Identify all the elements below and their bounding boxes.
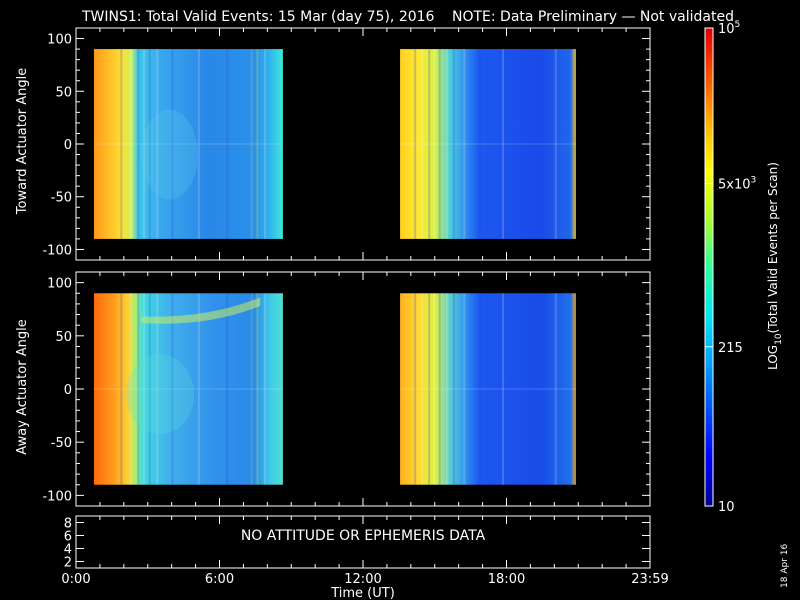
preliminary-note: NOTE: Data Preliminary — Not validated [452,9,734,25]
x-tick-label: 6:00 [205,572,234,587]
colorbar-tick-label: 10 [718,500,735,515]
y-tick-label: 8 [64,517,72,532]
y-tick-label: -50 [51,191,72,206]
colorbar-label: LOG10(Total Valid Events per Scan) [766,162,784,370]
heatmap-block [400,293,576,485]
y-tick-label: 0 [64,138,72,153]
x-tick-label: 23:59 [631,572,668,587]
heatmap-block [400,49,576,239]
date-stamp: 18 Apr 16 [780,544,790,588]
colorbar-tick-label: 215 [718,341,743,356]
heatmap-block [93,49,283,239]
colorbar-ticks: 105 5x103 215 10 [705,20,756,515]
no-data-message: NO ATTITUDE OR EPHEMERIS DATA [241,528,486,544]
colorbar-tick-label: 105 [718,20,740,37]
away-actuator-panel: 100 50 0 -50 -100 [42,271,651,507]
x-tick-label: 18:00 [488,572,525,587]
x-axis-ticks: 0:00 6:00 12:00 18:00 23:59 [61,572,668,587]
y-tick-label: 50 [55,85,72,100]
y-tick-label: 50 [55,330,72,345]
colorbar-tick-label: 5x103 [718,175,756,192]
heatmap-block [93,293,283,485]
y-tick-label: 4 [64,543,72,558]
x-tick-label: 12:00 [344,572,381,587]
x-axis-label: Time (UT) [330,586,395,600]
toward-actuator-panel: 100 50 0 -50 -100 [42,27,651,261]
y-axis-label-toward: Toward Actuator Angle [15,68,30,215]
y-tick-label: 0 [64,383,72,398]
y-tick-label: 2 [64,556,72,571]
y-axis-label-away: Away Actuator Angle [15,319,30,454]
x-tick-label: 0:00 [61,572,90,587]
y-tick-label: -100 [42,489,72,504]
y-tick-label: -100 [42,243,72,258]
colorbar [704,27,714,507]
chart-title: TWINS1: Total Valid Events: 15 Mar (day … [81,9,435,25]
y-tick-label: 100 [47,33,72,48]
y-tick-label: -50 [51,436,72,451]
y-tick-label: 6 [64,530,72,545]
y-tick-label: 100 [47,277,72,292]
